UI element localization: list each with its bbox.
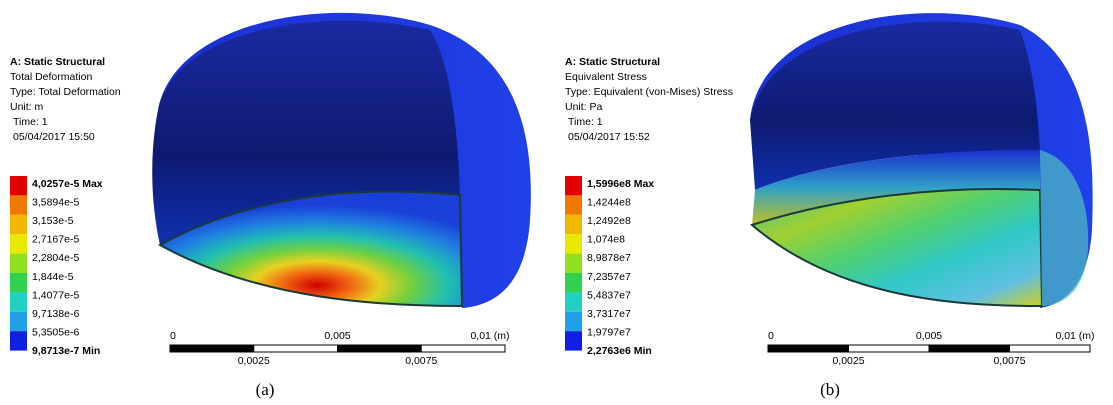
legend-swatch: [565, 331, 582, 350]
legend-label: 3,153e-5: [32, 215, 74, 227]
legend-swatch: [10, 254, 27, 273]
legend-label: 9,8713e-7 Min: [32, 345, 100, 357]
scale-segment: [1010, 345, 1091, 352]
header-line: Total Deformation: [10, 71, 92, 83]
legend-swatch: [10, 176, 27, 195]
header-line: 05/04/2017 15:52: [568, 131, 650, 143]
header-line: Type: Equivalent (von-Mises) Stress: [565, 86, 733, 98]
scale-segment: [338, 345, 422, 352]
model-deformation: [152, 13, 531, 308]
header-line: Time: 1: [13, 116, 48, 128]
legend-label: 1,2492e8: [587, 215, 631, 227]
legend-label: 2,2804e-5: [32, 252, 79, 264]
legend-swatch: [10, 215, 27, 234]
legend-label: 4,0257e-5 Max: [32, 178, 103, 190]
legend-label: 5,4837e7: [587, 289, 631, 301]
legend-label: 1,074e8: [587, 234, 625, 246]
legend-swatch: [10, 195, 27, 214]
legend-label: 5,3505e-6: [32, 327, 79, 339]
scale-label: 0,01 (m): [470, 330, 509, 342]
scale-label: 0,0025: [238, 355, 270, 367]
legend-label: 3,7317e7: [587, 308, 631, 320]
legend-label: 1,4077e-5: [32, 289, 79, 301]
scale-segment: [929, 345, 1010, 352]
legend-swatch: [565, 176, 582, 195]
legend-swatch: [565, 215, 582, 234]
legend-swatch: [10, 312, 27, 331]
legend-swatch: [10, 273, 27, 292]
scale-label: 0,005: [916, 330, 942, 342]
figure: A: Static Structural Total Deformation Typ…: [0, 0, 1113, 405]
legend-label: 1,4244e8: [587, 196, 631, 208]
legend-swatch: [10, 234, 27, 253]
legend-swatch: [10, 292, 27, 311]
caption: (b): [820, 380, 840, 399]
model-stress: [750, 13, 1093, 308]
caption: (a): [256, 380, 275, 399]
legend-swatch: [565, 254, 582, 273]
scale-segment: [421, 345, 505, 352]
header-line: Time: 1: [568, 116, 603, 128]
scale-segment: [849, 345, 930, 352]
legend-label: 1,5996e8 Max: [587, 178, 654, 190]
scale-segment: [170, 345, 254, 352]
legend-label: 3,5894e-5: [32, 196, 79, 208]
legend-swatch: [565, 234, 582, 253]
header-line: Equivalent Stress: [565, 71, 647, 83]
legend-label: 2,2763e6 Min: [587, 345, 652, 357]
legend-swatch: [565, 312, 582, 331]
header-line: Unit: Pa: [565, 101, 603, 113]
scale-label: 0,0075: [993, 355, 1025, 367]
legend-swatch: [10, 331, 27, 350]
legend-label: 8,9878e7: [587, 252, 631, 264]
scale-label: 0: [170, 330, 176, 342]
legend-label: 1,9797e7: [587, 327, 631, 339]
legend-label: 7,2357e7: [587, 271, 631, 283]
scale-label: 0,01 (m): [1055, 330, 1094, 342]
legend-swatch: [565, 195, 582, 214]
legend-label: 1,844e-5: [32, 271, 74, 283]
legend-label: 9,7138e-6: [32, 308, 79, 320]
legend-swatch: [565, 273, 582, 292]
header-line: Unit: m: [10, 101, 44, 113]
legend-swatch: [565, 292, 582, 311]
header-line: A: Static Structural: [10, 56, 105, 68]
scale-label: 0,0025: [832, 355, 864, 367]
scale-label: 0,0075: [405, 355, 437, 367]
scale-label: 0: [768, 330, 774, 342]
legend-label: 2,7167e-5: [32, 234, 79, 246]
scale-segment: [768, 345, 849, 352]
scale-segment: [254, 345, 338, 352]
header-line: A: Static Structural: [565, 56, 660, 68]
scale-label: 0,005: [324, 330, 350, 342]
header-line: 05/04/2017 15:50: [13, 131, 95, 143]
header-line: Type: Total Deformation: [10, 86, 121, 98]
